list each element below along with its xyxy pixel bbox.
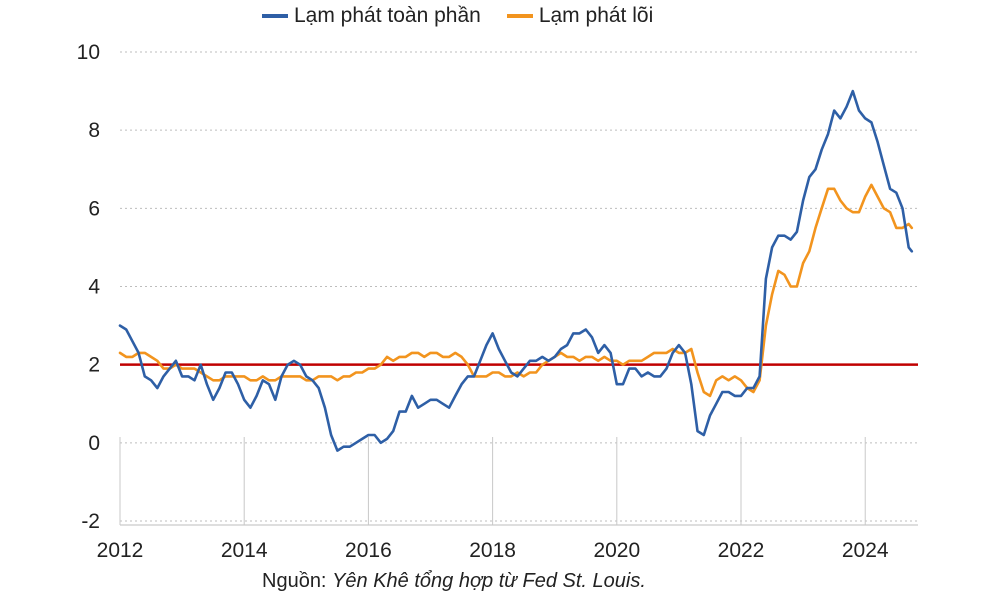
legend-item-core: Lạm phát lõi — [506, 4, 654, 28]
x-tick-label: 2016 — [345, 539, 392, 562]
series-layer — [118, 89, 914, 452]
grid-layer — [120, 51, 918, 526]
y-tick-label: 8 — [88, 119, 100, 142]
legend-swatch-core — [506, 14, 533, 18]
source-detail: Yên Khê tổng hợp từ Fed St. Louis. — [332, 570, 646, 592]
series-line-full — [118, 89, 914, 452]
legend-item-full: Lạm phát toàn phần — [262, 4, 481, 28]
x-axis-ticks: 2012 2014 2016 2018 2020 2022 2024 — [97, 437, 889, 562]
x-tick-label: 2012 — [97, 539, 144, 562]
source-prefix: Nguồn: — [262, 570, 333, 592]
legend-swatch-full — [262, 14, 288, 18]
x-tick-label: 2020 — [593, 539, 640, 562]
y-tick-label: 0 — [88, 432, 100, 455]
y-tick-label: 4 — [88, 276, 100, 299]
y-tick-label: -2 — [81, 510, 100, 533]
y-tick-label: 6 — [88, 197, 100, 220]
legend: Lạm phát toàn phần Lạm phát lõi — [262, 4, 653, 28]
legend-label-core: Lạm phát lõi — [538, 4, 654, 27]
y-tick-label: 10 — [77, 41, 100, 64]
legend-label-full: Lạm phát toàn phần — [294, 4, 481, 27]
x-tick-label: 2014 — [221, 539, 268, 562]
x-tick-label: 2024 — [842, 539, 889, 562]
series-line-core — [118, 183, 914, 398]
y-axis-ticks: -2 0 2 4 6 8 10 — [77, 41, 101, 533]
x-tick-label: 2018 — [469, 539, 516, 562]
x-tick-label: 2022 — [718, 539, 765, 562]
y-tick-label: 2 — [88, 354, 100, 377]
source-note: Nguồn: Yên Khê tổng hợp từ Fed St. Louis… — [262, 570, 646, 593]
